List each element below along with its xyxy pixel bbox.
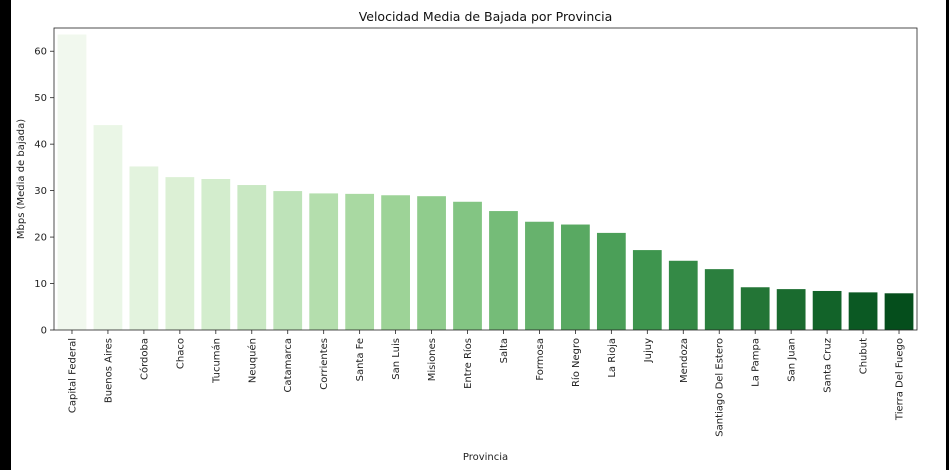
x-tick-label: San Juan [787,338,798,382]
x-tick-label: Santiago Del Estero [715,338,726,437]
bar-19 [740,287,770,330]
x-tick-label: Corrientes [319,338,330,390]
x-axis-label: Provincia [463,452,508,463]
bar-8 [345,193,375,330]
bar-18 [704,269,734,330]
x-tick-label: Córdoba [138,338,150,380]
y-tick-label: 40 [34,140,47,151]
x-tick-label: Entre Ríos [462,338,474,389]
bar-11 [453,201,482,330]
x-tick-label: La Rioja [607,338,618,378]
x-tick-label: Misiones [427,338,438,381]
bar-2 [129,166,159,330]
x-tick-label: La Pampa [751,338,762,387]
bar-3 [165,177,195,330]
x-tick-label: Tucumán [210,338,222,384]
bar-5 [237,185,267,330]
x-tick-label: Chaco [175,338,186,369]
bar-9 [381,195,410,330]
bar-16 [632,250,662,330]
x-tick-label: Tierra Del Fuego [895,338,906,421]
bar-0 [57,34,87,331]
bar-6 [273,191,303,330]
bar-7 [309,193,339,330]
x-tick-label: Buenos Aires [103,338,114,403]
bar-12 [489,211,518,330]
x-tick-label: Capital Federal [67,338,78,413]
bar-22 [848,292,878,330]
x-tick-label: San Luis [391,338,402,380]
chart-title: Velocidad Media de Bajada por Provincia [359,9,613,24]
bar-17 [668,260,698,330]
x-tick-label: Santa Fe [355,338,366,381]
bar-4 [201,179,231,330]
y-tick-label: 30 [34,186,47,197]
bar-10 [417,196,446,330]
y-axis: 0 10 20 30 40 50 60 [34,47,54,337]
bar-14 [561,224,590,330]
bar-13 [525,221,554,330]
chart-frame: Velocidad Media de Bajada por Provincia … [11,0,946,470]
y-tick-label: 20 [34,233,47,244]
x-tick-label: Formosa [535,338,546,381]
y-axis-label: Mbps (Media de bajada) [16,119,27,239]
bar-1 [93,125,123,330]
bar-23 [884,293,914,330]
x-tick-label: Río Negro [570,338,582,387]
y-tick-label: 50 [34,93,47,104]
y-tick-label: 60 [34,47,47,58]
x-tick-label: Jujuy [643,338,654,363]
x-tick-label: Salta [499,338,510,363]
y-tick-label: 10 [34,279,47,290]
y-tick-label: 0 [41,326,47,337]
x-tick-label: Neuquén [246,338,258,383]
x-tick-label: Santa Cruz [823,338,834,393]
bar-21 [812,290,842,330]
bar-20 [776,289,806,330]
x-tick-label: Mendoza [679,338,690,383]
plot-frame [53,27,918,331]
bars-group [57,34,914,331]
x-tick-label: Chubut [859,338,870,374]
bar-15 [596,232,626,330]
x-axis: Capital Federal Buenos Aires Córdoba Chaco T… [67,330,906,437]
x-tick-label: Catamarca [283,338,294,393]
bar-chart: Velocidad Media de Bajada por Provincia … [16,9,918,463]
